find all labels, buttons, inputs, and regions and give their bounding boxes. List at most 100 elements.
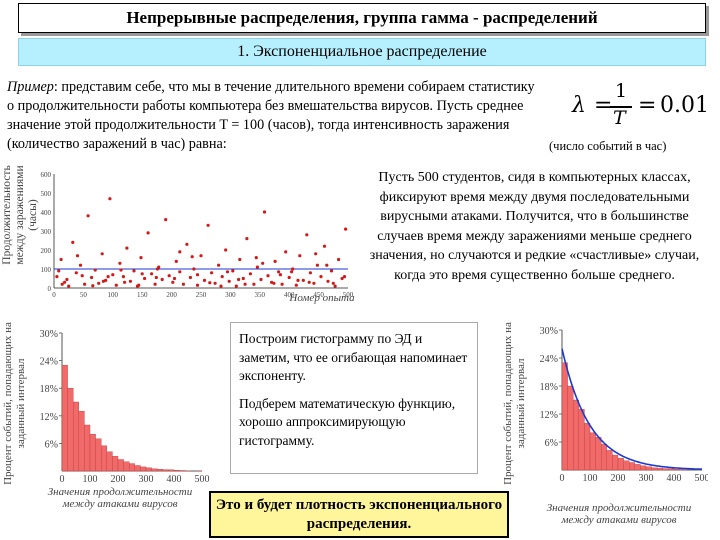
- histogram-right-bar: [595, 437, 602, 471]
- histogram-left-y-tick: 6%: [45, 439, 58, 450]
- histogram-right-bar: [668, 468, 675, 471]
- slide-title-text: Непрерывные распределения, группа гамма …: [126, 8, 598, 27]
- histogram-right-x-tick: 0: [560, 473, 565, 484]
- scatter-x-tick: 250: [196, 291, 207, 299]
- formula-denominator: T: [613, 107, 626, 129]
- histogram-right-bar: [679, 469, 686, 471]
- scatter-point: [132, 269, 136, 273]
- scatter-point: [331, 281, 335, 285]
- conclusion-text: Это и будет плотность экспоненциального …: [215, 496, 503, 532]
- scatter-point: [108, 197, 112, 201]
- rate-formula: λ = 1 T = 0.01: [572, 80, 709, 132]
- scatter-y-tick: 200: [41, 247, 52, 255]
- scatter-point: [90, 275, 94, 280]
- example-body: : представим себе, что мы в течение длит…: [7, 79, 535, 152]
- scatter-point: [255, 265, 259, 269]
- histogram-left-bar: [89, 433, 96, 472]
- scatter-point: [174, 259, 178, 263]
- scatter-point: [178, 250, 182, 254]
- scatter-point: [254, 256, 258, 260]
- scatter-point: [305, 233, 309, 237]
- example-paragraph: Пример: представим себе, что мы в течени…: [7, 78, 542, 154]
- histogram-left-bar: [123, 461, 130, 472]
- scatter-point: [67, 284, 71, 288]
- histogram-right-bar: [578, 409, 585, 471]
- scatter-point: [139, 256, 143, 260]
- scatter-point: [314, 252, 318, 256]
- scatter-point: [284, 250, 288, 254]
- scatter-point: [307, 280, 311, 284]
- histogram-left-bar: [128, 463, 135, 472]
- histogram-left-bar: [106, 451, 113, 472]
- scatter-point: [155, 267, 160, 271]
- scatter-point: [217, 263, 221, 267]
- histogram-left-bar: [179, 470, 186, 472]
- histogram-right-y-tick: 18%: [540, 382, 558, 393]
- histogram-left-x-label: Значения продолжительности между атаками…: [47, 486, 193, 510]
- scatter-point: [195, 273, 200, 277]
- scatter-point: [308, 271, 312, 275]
- scatter-y-tick: 400: [41, 209, 52, 217]
- formula-lambda: λ: [572, 93, 586, 118]
- scatter-point: [74, 271, 78, 275]
- scatter-point: [86, 214, 90, 218]
- histogram-left-bar: [61, 365, 68, 472]
- scatter-point: [91, 284, 95, 288]
- scatter-point: [231, 269, 235, 273]
- histogram-left-y-label: Процент событий, попадающих на заданный …: [2, 322, 27, 485]
- histogram-left-y-tick: 18%: [40, 384, 58, 395]
- scatter-point: [340, 276, 344, 281]
- scatter-point: [344, 227, 348, 231]
- formula-numerator: 1: [615, 80, 628, 102]
- histogram-left-x-tick: 100: [83, 474, 98, 485]
- histogram-chart-right: 6% 12% 18% 24% 30% 0 100 200 300 400 500: [540, 326, 708, 484]
- scatter-point: [266, 274, 270, 278]
- scatter-point: [164, 218, 168, 222]
- scatter-point: [167, 274, 171, 278]
- scatter-chart: 0 100 200 300 400 500 600 0 50 100 150 200 250 300 350…: [41, 171, 356, 304]
- scatter-point: [225, 270, 230, 274]
- example-lead: Пример: [7, 79, 54, 95]
- scatter-point: [71, 240, 75, 244]
- histogram-right-bar: [584, 423, 591, 471]
- scatter-point: [137, 283, 141, 287]
- scatter-x-tick: 350: [255, 291, 266, 299]
- scatter-point: [59, 257, 63, 262]
- scatter-point: [140, 272, 144, 276]
- scatter-point: [118, 261, 122, 265]
- scatter-point: [199, 254, 203, 258]
- histogram-right-y-label: Процент событий, попадающих на заданный …: [502, 322, 527, 485]
- scatter-point: [329, 269, 334, 273]
- scatter-point: [188, 275, 192, 280]
- scatter-point: [97, 281, 101, 285]
- scatter-x-tick: 100: [108, 291, 119, 299]
- scatter-point: [333, 284, 337, 288]
- histogram-chart-left: 6% 12% 18% 24% 30% 0 100 200 300 400 500: [40, 329, 210, 485]
- scatter-x-tick: 150: [137, 291, 148, 299]
- histogram-right-bar: [617, 458, 624, 471]
- histogram-explanation-1: Построим гистограмму по ЭД и заметим, чт…: [239, 331, 468, 383]
- scatter-point: [65, 277, 69, 282]
- formula-equals-1: =: [594, 93, 613, 118]
- histogram-left-bar: [112, 456, 119, 472]
- histogram-left-bar: [173, 470, 180, 472]
- histogram-right-bar: [673, 469, 680, 471]
- scatter-point: [237, 277, 241, 282]
- scatter-x-tick: 0: [52, 291, 56, 299]
- conclusion-box: Это и будет плотность экспоненциального …: [209, 491, 509, 538]
- scatter-point: [273, 259, 277, 263]
- scatter-point: [154, 275, 158, 280]
- scatter-point: [121, 275, 125, 279]
- scatter-point: [55, 275, 59, 279]
- histogram-left-bar: [78, 410, 85, 472]
- students-paragraph: Пусть 500 студентов, сидя в компьютерных…: [369, 170, 700, 283]
- scatter-point: [202, 278, 207, 282]
- histogram-right-bar: [640, 465, 647, 471]
- scatter-point: [234, 284, 238, 288]
- scatter-point: [243, 282, 247, 286]
- scatter-point: [342, 275, 347, 279]
- scatter-point: [280, 282, 284, 286]
- scatter-point: [172, 276, 177, 281]
- scatter-x-tick: 200: [166, 291, 177, 299]
- histogram-right-fit-curve: [561, 348, 703, 470]
